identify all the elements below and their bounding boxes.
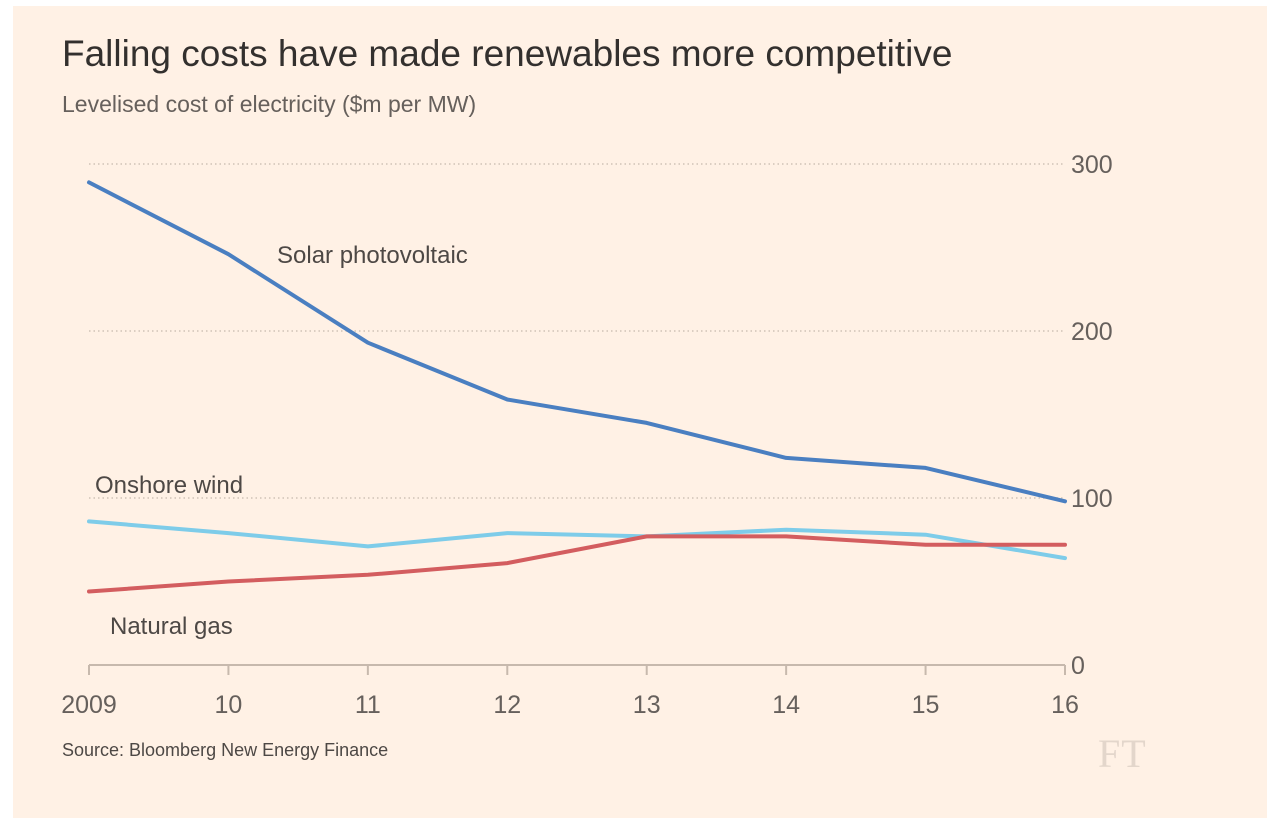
- line-chart: 0 100 200 300 2009 10 11 12 13 14 15 16 Solar photov…: [61, 151, 1113, 719]
- y-tick-label-0: 0: [1071, 652, 1085, 680]
- chart-title: Falling costs have made renewables more …: [62, 33, 953, 74]
- x-tick-label-11: 11: [355, 691, 381, 719]
- y-tick-label-200: 200: [1071, 318, 1113, 346]
- x-tick-label-15: 15: [912, 691, 940, 719]
- x-tick-label-12: 12: [493, 691, 521, 719]
- x-tick-label-14: 14: [772, 691, 800, 719]
- series-line-onshore-wind: [87, 519, 1067, 561]
- chart-subtitle: Levelised cost of electricity ($m per MW…: [62, 91, 477, 117]
- ft-logo: FT: [1098, 731, 1147, 776]
- x-tick-label-13: 13: [633, 691, 661, 719]
- chart-panel: Falling costs have made renewables more …: [13, 6, 1267, 818]
- y-tick-label-300: 300: [1071, 151, 1113, 179]
- series-label-solar-photovoltaic: Solar photovoltaic: [277, 242, 468, 269]
- series-label-natural-gas: Natural gas: [110, 613, 233, 640]
- y-tick-label-100: 100: [1071, 485, 1113, 513]
- source-note: Source: Bloomberg New Energy Finance: [62, 740, 389, 760]
- series-line-natural-gas: [87, 534, 1067, 594]
- series-line-solar-photovoltaic: [87, 180, 1067, 504]
- series-label-onshore-wind: Onshore wind: [95, 472, 243, 499]
- x-tick-label-10: 10: [215, 691, 243, 719]
- x-tick-label-16: 16: [1051, 691, 1079, 719]
- x-tick-label-2009: 2009: [61, 691, 117, 719]
